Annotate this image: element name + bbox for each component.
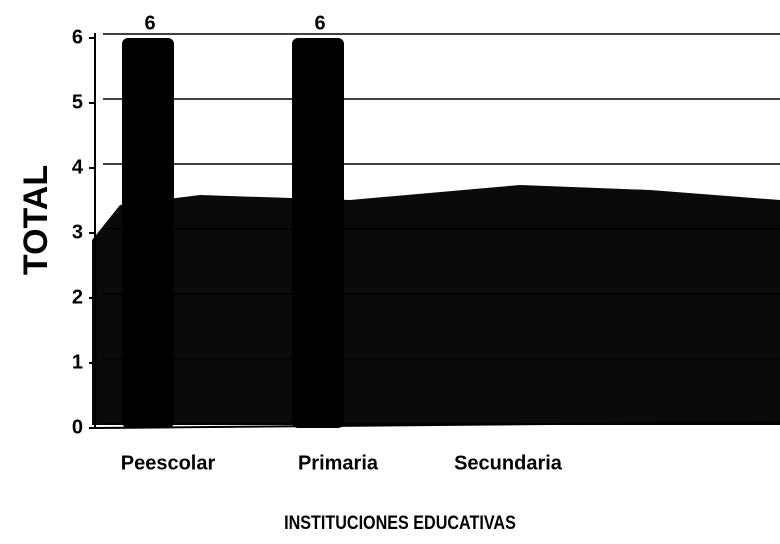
x-axis-label: INSTITUCIONES EDUCATIVAS (284, 512, 516, 534)
y-tick-label: 6 (72, 26, 83, 48)
y-tick-label: 1 (72, 351, 83, 373)
bar (292, 38, 344, 428)
x-tick-label: Primaria (298, 452, 379, 474)
data-label: 6 (144, 12, 155, 34)
y-axis-label: TOTAL (17, 165, 55, 275)
bar (122, 38, 174, 428)
y-tick-label: 5 (72, 91, 83, 113)
x-tick-label: Peescolar (121, 452, 216, 474)
x-axis (94, 421, 780, 429)
y-tick-label: 0 (72, 416, 83, 438)
y-tick-label: 4 (72, 156, 84, 178)
y-tick-label: 3 (72, 221, 83, 243)
data-label: 6 (314, 12, 325, 34)
x-tick-label: Secundaria (454, 452, 563, 474)
dark-scan-area (92, 185, 780, 425)
y-tick-label: 2 (72, 286, 83, 308)
